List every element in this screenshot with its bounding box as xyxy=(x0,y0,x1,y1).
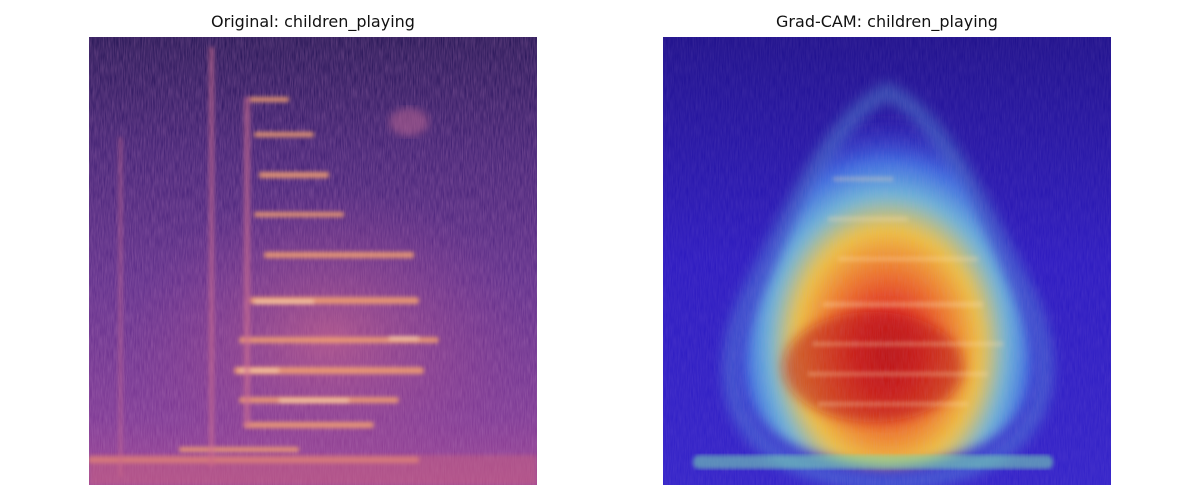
original-spectrogram-image xyxy=(89,37,537,485)
original-title: Original: children_playing xyxy=(211,12,415,31)
original-panel: Original: children_playing xyxy=(89,0,537,500)
gradcam-svg xyxy=(663,37,1111,485)
spectrogram-svg xyxy=(89,37,537,485)
gradcam-panel: Grad-CAM: children_playing xyxy=(663,0,1111,500)
gradcam-title: Grad-CAM: children_playing xyxy=(776,12,998,31)
gradcam-heatmap-image xyxy=(663,37,1111,485)
